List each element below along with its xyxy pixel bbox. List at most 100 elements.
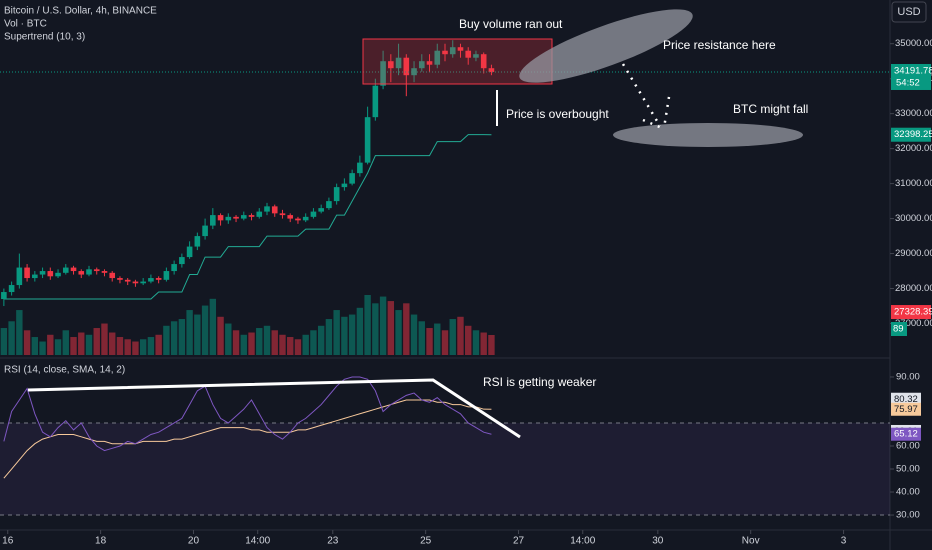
volume-bar [387, 301, 395, 355]
candle-body [434, 50, 441, 65]
price-marker-box [891, 305, 931, 320]
supertrend-title: Supertrend (10, 3) [4, 32, 85, 43]
volume-bar [472, 330, 480, 355]
volume-bar [333, 310, 340, 355]
volume-bar [23, 330, 31, 355]
x-tick-label: 18 [95, 536, 107, 547]
volume-bar [8, 321, 15, 355]
volume-title: Vol · BTC [4, 19, 47, 30]
rsi-line [3, 376, 492, 452]
candle-body [240, 215, 247, 219]
supertrend-label-box [891, 127, 931, 142]
volume-bar [418, 321, 425, 355]
volume-bar [379, 296, 387, 355]
volume-bar [16, 310, 23, 355]
candle-body [395, 57, 402, 69]
rsi-tick-label: 90.00 [896, 371, 920, 382]
volume-bar [426, 328, 433, 355]
candle-body [364, 117, 371, 163]
candle-body [326, 201, 332, 209]
rsi-sma-label-box [891, 402, 921, 416]
currency[interactable]: USD [897, 6, 920, 18]
candle-body [403, 57, 410, 76]
volume-bar [109, 332, 116, 355]
candle-body [1, 292, 7, 300]
marks: 27000.00 28000.00 29000.00 30000.00 31000.00… [0, 38, 932, 547]
supertrend-label: 32398.25 [894, 129, 932, 140]
volume-bar [54, 339, 62, 355]
arrow [642, 118, 663, 130]
x-tick-label: 27 [513, 536, 525, 547]
volume-bar [101, 323, 108, 355]
candle-body [140, 281, 146, 284]
candle-body [357, 162, 363, 174]
candle-body [55, 272, 61, 277]
volume-bar [310, 330, 317, 355]
candle-body [480, 54, 487, 69]
volume-bar [364, 295, 371, 355]
volume-bar [256, 328, 263, 355]
volume-bar [31, 337, 39, 355]
candle-body [256, 211, 263, 217]
supertrend-line [3, 134, 492, 300]
candle-body [86, 269, 92, 275]
volume-bar [410, 314, 418, 355]
y-tick-label: 32000.00 [895, 143, 932, 154]
price-marker: 27328.39 [894, 307, 932, 318]
volume-bar [348, 314, 356, 355]
rsi-marker-box [891, 392, 921, 406]
candle-body [47, 271, 54, 277]
volume-bar [0, 328, 8, 355]
volume-bar [209, 298, 217, 355]
volume-bar [317, 325, 325, 355]
volume-label: 89 [893, 324, 904, 335]
y-tick-label: 28000.00 [895, 283, 932, 294]
volume-bar [139, 339, 147, 355]
candle-body [32, 274, 38, 279]
volume-bar [116, 337, 124, 355]
candle-body [310, 211, 317, 217]
candle-body [318, 208, 324, 212]
rsi-tick-label: 40.00 [896, 487, 920, 498]
candle-body [442, 50, 448, 55]
x-tick-label: 14:00 [570, 536, 595, 547]
candle-body [148, 278, 154, 282]
rsi-tick-label: 30.00 [896, 510, 920, 521]
last-price: 34191.78 [894, 66, 932, 77]
x-tick-label: Nov [742, 536, 760, 547]
y-tick-label: 29000.00 [895, 248, 932, 259]
candle-body [488, 68, 495, 72]
x-tick-label: 30 [652, 536, 664, 547]
candle-body [93, 269, 100, 272]
annotation: Price resistance here [663, 38, 776, 52]
candle-body [70, 267, 77, 272]
volume-bar [124, 339, 131, 355]
rsi-label: 65.12 [894, 429, 918, 440]
annotation: BTC might fall [733, 102, 808, 116]
volume-bar [170, 321, 178, 355]
y-tick-label: 35000.00 [895, 38, 932, 49]
volume-bar [356, 307, 364, 355]
rsi-marker: 80.32 [894, 394, 918, 405]
candle-body [109, 272, 116, 279]
candle-body [194, 236, 201, 247]
volume-bar [271, 330, 278, 355]
volume-bar [155, 334, 162, 355]
volume-bar [372, 303, 379, 355]
candle-body [8, 285, 15, 293]
candle-body [132, 281, 139, 284]
candle-body [39, 271, 46, 275]
volume-bar [395, 310, 402, 355]
volume-bar [403, 303, 410, 355]
volume-bar [263, 325, 271, 355]
last-price-box [891, 63, 931, 90]
volume-bar [294, 339, 302, 355]
volume-bar [457, 316, 464, 355]
candle-body [171, 264, 177, 272]
candle-body [101, 271, 108, 273]
annotation: RSI is getting weaker [483, 375, 596, 389]
currency-button[interactable] [891, 1, 927, 23]
y-tick-label: 33000.00 [895, 108, 932, 119]
volume-bar [441, 330, 449, 355]
